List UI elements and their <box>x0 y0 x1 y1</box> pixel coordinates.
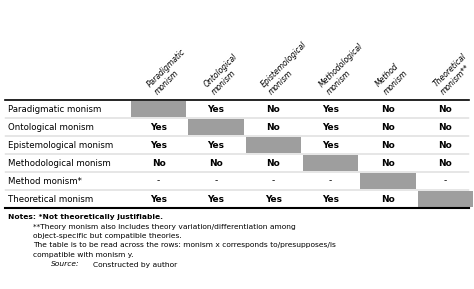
Text: No: No <box>209 158 223 168</box>
Text: Paradigmatic monism: Paradigmatic monism <box>8 105 101 114</box>
Text: -: - <box>157 177 160 186</box>
Text: No: No <box>381 105 395 114</box>
Text: Methodological
monism: Methodological monism <box>317 41 372 96</box>
Text: No: No <box>381 194 395 203</box>
Text: Yes: Yes <box>208 105 225 114</box>
Text: Method
monism: Method monism <box>374 61 410 96</box>
Text: Methodological monism: Methodological monism <box>8 158 111 168</box>
Bar <box>303 155 358 171</box>
Text: Yes: Yes <box>322 105 339 114</box>
Bar <box>418 191 473 207</box>
Text: No: No <box>438 140 452 149</box>
Text: object-specific but compatible theories.: object-specific but compatible theories. <box>33 233 182 239</box>
Text: Method monism*: Method monism* <box>8 177 82 186</box>
Text: Yes: Yes <box>208 194 225 203</box>
Text: Theoretical monism: Theoretical monism <box>8 194 93 203</box>
Text: compatible with monism y.: compatible with monism y. <box>33 252 134 258</box>
Text: -: - <box>329 177 332 186</box>
Text: No: No <box>152 158 165 168</box>
Text: Yes: Yes <box>150 194 167 203</box>
Bar <box>131 101 186 117</box>
Text: Paradigmatic
monism: Paradigmatic monism <box>145 47 194 96</box>
Text: No: No <box>438 158 452 168</box>
Text: No: No <box>438 123 452 131</box>
Text: The table is to be read across the rows: monism x corresponds to/presupposes/is: The table is to be read across the rows:… <box>33 242 336 249</box>
Text: Yes: Yes <box>322 194 339 203</box>
Text: No: No <box>381 123 395 131</box>
Text: Theoretical
monism**: Theoretical monism** <box>432 52 474 96</box>
Text: No: No <box>266 123 280 131</box>
Text: No: No <box>266 105 280 114</box>
Text: Yes: Yes <box>322 140 339 149</box>
Text: -: - <box>272 177 275 186</box>
Text: No: No <box>266 158 280 168</box>
Text: Yes: Yes <box>322 123 339 131</box>
Text: Yes: Yes <box>150 123 167 131</box>
Text: Source:: Source: <box>51 262 80 268</box>
Text: Notes: *Not theoretically justifiable.: Notes: *Not theoretically justifiable. <box>8 214 163 220</box>
Text: **Theory monism also includes theory variation/differentiation among: **Theory monism also includes theory var… <box>33 223 296 229</box>
Text: No: No <box>438 105 452 114</box>
Text: Epistemological monism: Epistemological monism <box>8 140 113 149</box>
Text: Ontological monism: Ontological monism <box>8 123 94 131</box>
Text: Epistemological
monism: Epistemological monism <box>260 40 316 96</box>
Text: Ontological
monism: Ontological monism <box>202 52 246 96</box>
Text: No: No <box>381 158 395 168</box>
Text: Yes: Yes <box>150 140 167 149</box>
Text: -: - <box>444 177 447 186</box>
Text: No: No <box>381 140 395 149</box>
Text: -: - <box>214 177 218 186</box>
Text: Yes: Yes <box>208 140 225 149</box>
Bar <box>188 119 244 135</box>
Bar <box>246 137 301 153</box>
Text: Constructed by author: Constructed by author <box>93 262 177 268</box>
Bar <box>360 173 416 189</box>
Text: Yes: Yes <box>265 194 282 203</box>
